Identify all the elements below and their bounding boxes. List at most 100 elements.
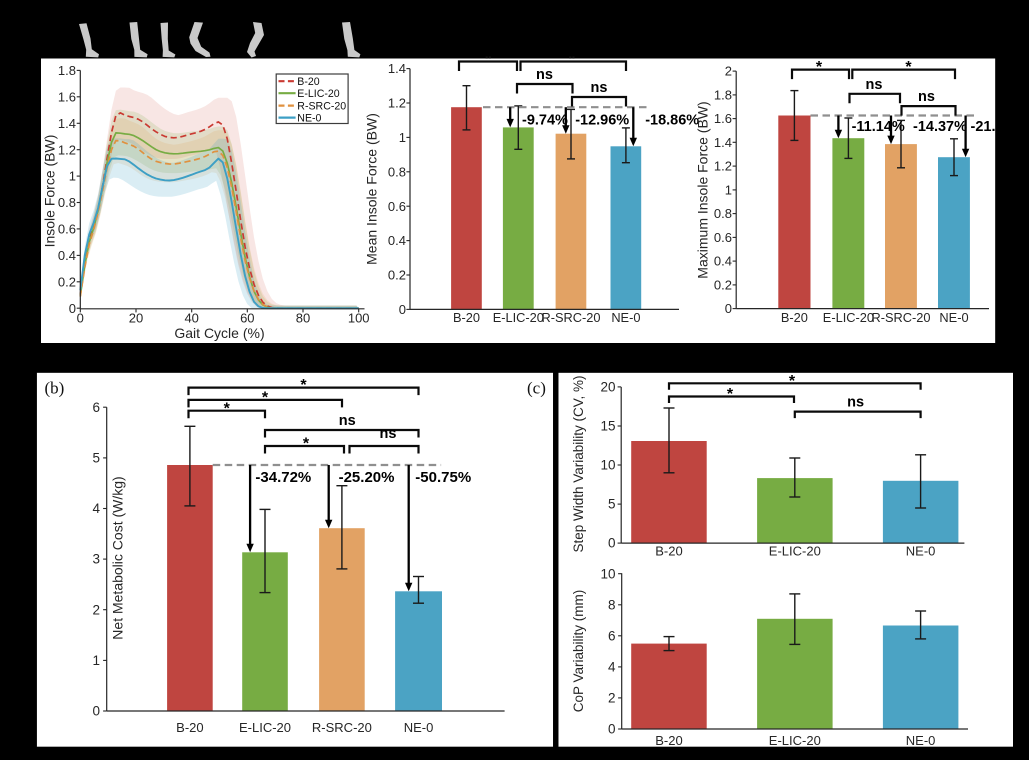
svg-text:6: 6 [92,400,100,415]
svg-text:0.2: 0.2 [714,278,732,293]
svg-text:1.6: 1.6 [714,111,732,126]
svg-text:*: * [816,59,823,76]
svg-text:-12.96%: -12.96% [575,112,629,128]
svg-text:R-SRC-20: R-SRC-20 [312,720,372,735]
svg-text:Maximum Insole Force (BW): Maximum Insole Force (BW) [695,101,711,278]
svg-text:2: 2 [725,64,732,79]
svg-text:Mean Insole Force (BW): Mean Insole Force (BW) [364,113,380,265]
svg-text:3: 3 [92,552,100,567]
svg-text:0: 0 [608,722,616,737]
svg-text:1: 1 [92,653,100,668]
svg-text:0.6: 0.6 [714,230,732,245]
svg-text:1: 1 [69,169,76,184]
svg-text:4: 4 [608,660,616,675]
svg-text:E-LIC-20: E-LIC-20 [769,733,821,748]
svg-text:ns: ns [918,89,935,105]
svg-text:B-20: B-20 [655,733,682,748]
svg-text:1.4: 1.4 [58,116,76,131]
svg-text:-18.86%: -18.86% [645,112,699,128]
svg-text:15: 15 [600,419,615,434]
svg-text:(b): (b) [45,379,65,398]
svg-text:0.6: 0.6 [58,222,76,237]
svg-text:ns: ns [866,77,883,93]
svg-text:1.4: 1.4 [714,135,732,150]
svg-text:NE-0: NE-0 [939,310,968,325]
svg-text:NE-0: NE-0 [404,720,434,735]
svg-text:1.2: 1.2 [388,96,406,111]
svg-text:5: 5 [92,451,100,466]
svg-text:B-20: B-20 [655,544,682,559]
svg-text:Net Metabolic Cost (W/kg): Net Metabolic Cost (W/kg) [110,476,126,639]
svg-text:E-LIC-20: E-LIC-20 [297,88,339,100]
svg-text:6: 6 [608,628,616,643]
svg-text:R-SRC-20: R-SRC-20 [541,310,600,325]
svg-text:2: 2 [92,602,100,617]
svg-text:Insole Force (BW): Insole Force (BW) [42,135,58,248]
svg-text:-50.75%: -50.75% [415,469,471,486]
svg-text:2: 2 [608,691,616,706]
svg-text:10: 10 [600,566,615,581]
svg-text:80: 80 [296,311,310,326]
svg-text:R-SRC-20: R-SRC-20 [871,310,930,325]
svg-text:E-LIC-20: E-LIC-20 [239,720,291,735]
svg-text:ns: ns [380,426,397,442]
svg-text:10: 10 [600,458,615,473]
svg-text:-34.72%: -34.72% [255,469,311,486]
svg-text:0: 0 [77,311,84,326]
svg-text:0: 0 [92,704,100,719]
svg-text:-14.37%: -14.37% [913,119,967,135]
svg-text:ns: ns [536,67,553,83]
svg-text:40: 40 [184,311,198,326]
svg-text:ns: ns [591,80,608,96]
svg-text:B-20: B-20 [453,310,480,325]
svg-text:0: 0 [608,536,616,551]
svg-text:-25.20%: -25.20% [339,469,395,486]
svg-text:0.4: 0.4 [714,254,732,269]
svg-text:60: 60 [240,311,254,326]
svg-text:5: 5 [608,497,616,512]
svg-text:0.4: 0.4 [58,248,76,263]
svg-text:100: 100 [348,311,370,326]
svg-text:0: 0 [399,302,406,317]
svg-text:B-20: B-20 [176,720,203,735]
svg-text:NE-0: NE-0 [611,310,640,325]
svg-text:*: * [262,390,269,407]
svg-text:20: 20 [129,311,143,326]
svg-text:1: 1 [725,183,732,198]
svg-text:(c): (c) [527,379,546,398]
svg-text:0.6: 0.6 [388,199,406,214]
svg-text:1.8: 1.8 [58,63,76,78]
svg-text:0.4: 0.4 [388,233,406,248]
svg-text:E-LIC-20: E-LIC-20 [769,544,821,559]
svg-text:B-20: B-20 [297,76,319,88]
svg-text:NE-0: NE-0 [906,733,936,748]
svg-text:B-20: B-20 [781,310,808,325]
svg-text:0: 0 [725,301,732,316]
svg-text:20: 20 [600,380,615,395]
svg-text:NE-0: NE-0 [906,544,936,559]
svg-text:1.8: 1.8 [714,88,732,103]
svg-text:1.4: 1.4 [388,61,406,76]
svg-text:ns: ns [339,413,356,429]
svg-text:0.2: 0.2 [58,274,76,289]
svg-text:*: * [789,373,796,390]
svg-text:R-SRC-20: R-SRC-20 [297,101,346,113]
svg-text:*: * [303,436,310,453]
svg-text:-9.74%: -9.74% [522,112,568,128]
svg-text:E-LIC-20: E-LIC-20 [823,310,874,325]
svg-text:0: 0 [69,301,76,316]
svg-text:*: * [224,400,231,417]
svg-text:8: 8 [608,597,616,612]
svg-text:-11.14%: -11.14% [852,119,905,135]
svg-text:*: * [905,59,912,76]
svg-text:Step Width Variability (CV, %): Step Width Variability (CV, %) [571,375,586,552]
svg-text:0.8: 0.8 [714,206,732,221]
svg-text:NE-0: NE-0 [297,113,321,125]
svg-text:E-LIC-20: E-LIC-20 [493,310,544,325]
svg-text:Gait Cycle (%): Gait Cycle (%) [174,325,264,341]
svg-text:1.2: 1.2 [58,142,76,157]
svg-text:*: * [300,377,307,394]
svg-text:0.8: 0.8 [388,164,406,179]
svg-text:1: 1 [399,130,406,145]
svg-text:0.2: 0.2 [388,268,406,283]
